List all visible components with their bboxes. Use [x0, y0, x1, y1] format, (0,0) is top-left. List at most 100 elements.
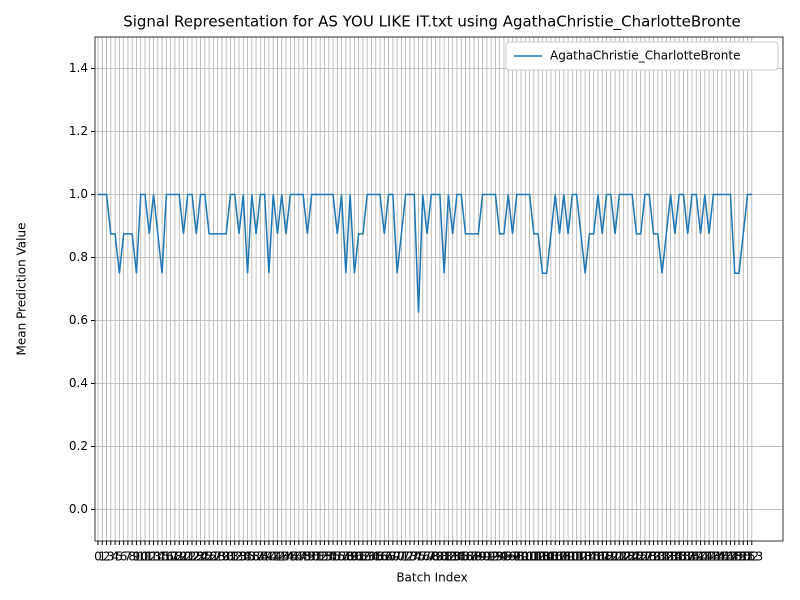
x-tick-label: 35 [240, 550, 255, 564]
x-tick-label: 19 [172, 550, 187, 564]
x-tick-label: 108 [548, 550, 571, 564]
x-tick-label: 75 [411, 550, 426, 564]
x-tick-label: 78 [424, 550, 439, 564]
x-tick-label: 32 [227, 550, 242, 564]
plot-frame [94, 36, 784, 542]
x-tick-label: 38 [253, 550, 268, 564]
x-tick-label: 118 [591, 550, 614, 564]
x-tick-label: 8 [128, 550, 136, 564]
x-tick-label: 133 [655, 550, 678, 564]
x-tick-label: 49 [300, 550, 315, 564]
x-tick-label: 66 [372, 550, 387, 564]
x-tick-label: 128 [634, 550, 657, 564]
x-tick-label: 41 [266, 550, 281, 564]
x-tick-label: 65 [368, 550, 383, 564]
x-tick-label: 121 [604, 550, 627, 564]
x-tick-label: 57 [334, 550, 349, 564]
x-tick-label: 142 [693, 550, 716, 564]
x-tick-label: 53 [317, 550, 332, 564]
x-tick-label: 36 [244, 550, 259, 564]
x-tick-label: 99 [513, 550, 528, 564]
x-tick-label: 52 [313, 550, 328, 564]
x-tick-label: 124 [616, 550, 639, 564]
x-tick-label: 153 [740, 550, 763, 564]
x-tick-label: 27 [206, 550, 221, 564]
x-tick-label: 10 [133, 550, 148, 564]
x-tick-label: 107 [544, 550, 567, 564]
x-tick-label: 144 [702, 550, 725, 564]
x-tick-label: 68 [381, 550, 396, 564]
x-tick-label: 40 [261, 550, 276, 564]
x-tick-label: 119 [595, 550, 618, 564]
x-tick-label: 82 [441, 550, 456, 564]
x-tick-label: 112 [565, 550, 588, 564]
x-tick-label: 86 [458, 550, 473, 564]
x-tick-label: 104 [531, 550, 554, 564]
x-tick-label: 31 [223, 550, 238, 564]
x-tick-label: 111 [561, 550, 584, 564]
x-tick-label: 30 [219, 550, 234, 564]
x-tick-label: 18 [167, 550, 182, 564]
x-tick-label: 102 [522, 550, 545, 564]
x-tick-label: 77 [419, 550, 434, 564]
x-tick-label: 91 [479, 550, 494, 564]
x-tick-label: 135 [663, 550, 686, 564]
x-tick-label: 125 [621, 550, 644, 564]
y-tick-label: 0.0 [69, 502, 88, 516]
x-tick-label: 122 [608, 550, 631, 564]
x-tick-label: 56 [330, 550, 345, 564]
x-tick-label: 137 [672, 550, 695, 564]
x-tick-label: 62 [355, 550, 370, 564]
x-tick-label: 50 [304, 550, 319, 564]
x-tick-label: 92 [483, 550, 498, 564]
x-tick-label: 61 [351, 550, 366, 564]
x-tick-label: 26 [201, 550, 216, 564]
x-tick-label: 145 [706, 550, 729, 564]
x-tick-label: 139 [681, 550, 704, 564]
x-tick-label: 88 [466, 550, 481, 564]
x-tick-label: 113 [569, 550, 592, 564]
x-tick-label: 140 [685, 550, 708, 564]
x-tick-label: 24 [193, 550, 208, 564]
x-tick-label: 116 [582, 550, 605, 564]
x-tick-label: 7 [124, 550, 132, 564]
x-tick-label: 34 [236, 550, 251, 564]
x-tick-label: 130 [642, 550, 665, 564]
x-tick-label: 2 [103, 550, 111, 564]
x-tick-label: 46 [287, 550, 302, 564]
x-tick-label: 58 [338, 550, 353, 564]
x-tick-label: 79 [428, 550, 443, 564]
y-tick-label: 1.4 [69, 61, 88, 75]
y-tick-label: 1.0 [69, 187, 88, 201]
x-tick-label: 29 [214, 550, 229, 564]
x-tick-label: 109 [552, 550, 575, 564]
x-tick-label: 54 [321, 550, 336, 564]
x-tick-label: 146 [710, 550, 733, 564]
x-tick-label: 76 [415, 550, 430, 564]
x-tick-label: 13 [146, 550, 161, 564]
x-tick-label: 126 [625, 550, 648, 564]
x-tick-label: 106 [540, 550, 563, 564]
x-tick-label: 100 [514, 550, 537, 564]
x-tick-label: 83 [445, 550, 460, 564]
x-tick-label: 48 [295, 550, 310, 564]
x-tick-label: 37 [248, 550, 263, 564]
x-tick-label: 120 [599, 550, 622, 564]
x-tick-label: 127 [629, 550, 652, 564]
x-tick-label: 16 [159, 550, 174, 564]
y-tick-label: 0.6 [69, 313, 88, 327]
x-tick-label: 105 [535, 550, 558, 564]
chart-title: Signal Representation for AS YOU LIKE IT… [123, 13, 741, 32]
x-tick-label: 129 [638, 550, 661, 564]
x-tick-label: 143 [698, 550, 721, 564]
x-tick-label: 95 [496, 550, 511, 564]
x-tick-label: 103 [527, 550, 550, 564]
x-tick-label: 63 [360, 550, 375, 564]
x-tick-label: 101 [518, 550, 541, 564]
x-tick-label: 15 [154, 550, 169, 564]
x-tick-label: 90 [475, 550, 490, 564]
x-tick-label: 67 [377, 550, 392, 564]
x-tick-label: 22 [184, 550, 199, 564]
x-tick-label: 80 [432, 550, 447, 564]
x-tick-label: 0 [94, 550, 102, 564]
